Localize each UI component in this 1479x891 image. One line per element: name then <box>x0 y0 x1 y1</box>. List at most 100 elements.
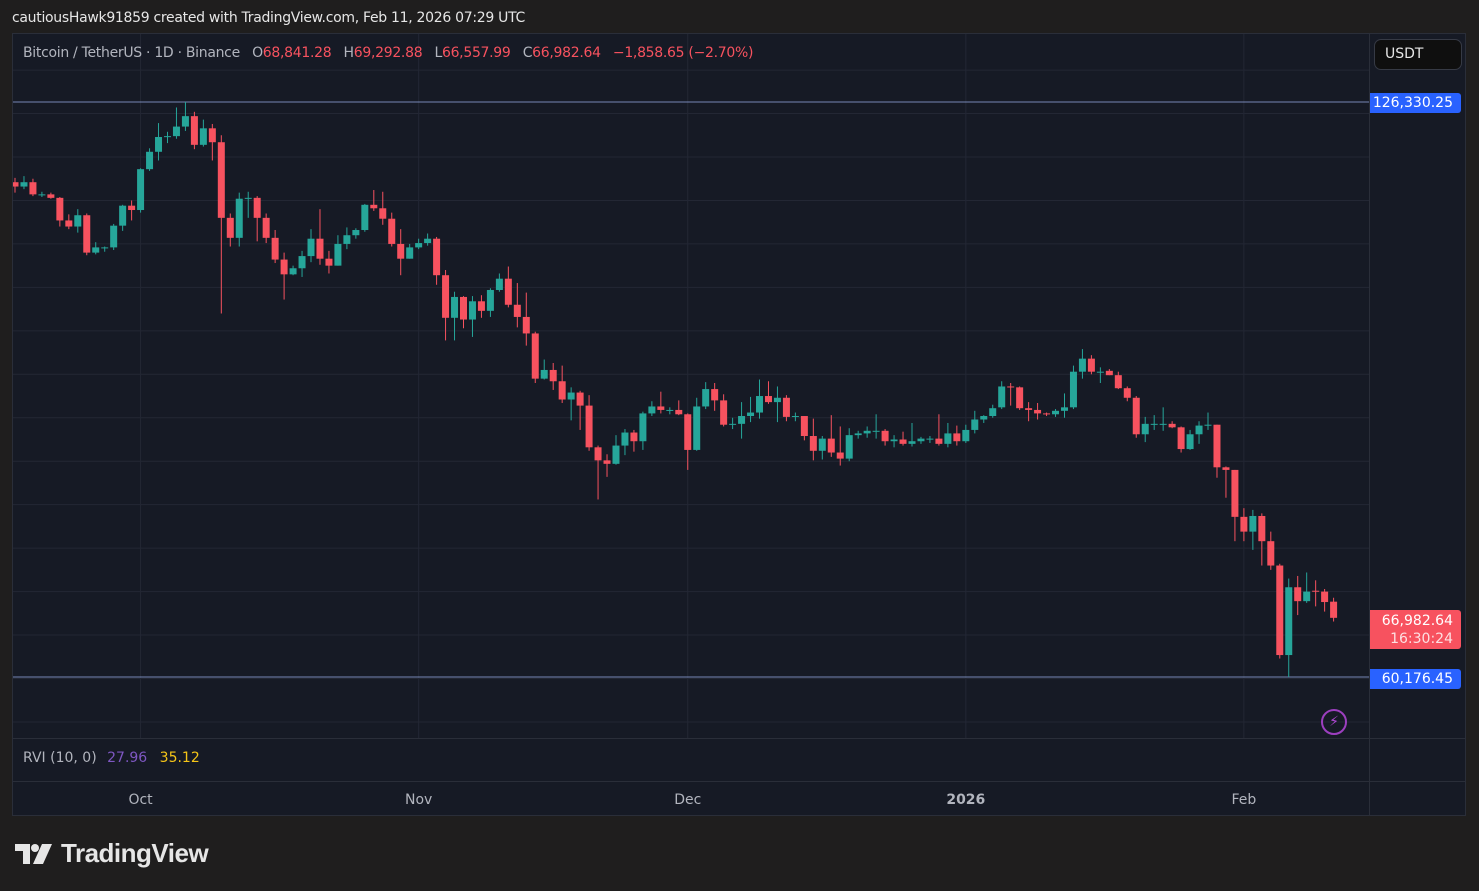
candle-down <box>836 452 844 459</box>
symbol-name[interactable]: Bitcoin / TetherUS · 1D · Binance <box>23 45 240 61</box>
candle-down <box>13 182 19 187</box>
time-tick-label: Nov <box>405 792 432 808</box>
low-line-price-label: 60,176.45 <box>1370 669 1461 689</box>
high-value: 69,292.88 <box>353 45 423 61</box>
candle-down <box>29 182 37 195</box>
candle-down <box>1132 397 1140 435</box>
candle-down <box>83 215 91 253</box>
candle-up <box>917 438 925 442</box>
chart-caption: cautiousHawk91859 created with TradingVi… <box>12 10 525 26</box>
candle-up <box>756 396 764 413</box>
candle-down <box>504 278 512 305</box>
candle-up <box>1159 423 1167 425</box>
candle-up <box>1060 407 1068 411</box>
candle-down <box>397 243 405 259</box>
candle-up <box>854 433 862 436</box>
time-tick-label: Feb <box>1231 792 1256 808</box>
price-axis-border <box>1369 34 1370 815</box>
candle-down <box>1240 516 1248 532</box>
indicator-pane-separator[interactable] <box>13 738 1465 739</box>
candle-up <box>773 397 781 403</box>
candle-up <box>567 392 575 400</box>
candle-up <box>1150 423 1158 425</box>
candle-up <box>738 416 746 424</box>
candle-down <box>585 405 593 448</box>
tradingview-logo-text: TradingView <box>61 838 209 868</box>
candle-up <box>621 432 629 446</box>
candle-down <box>1114 375 1122 389</box>
time-tick-label: Dec <box>674 792 701 808</box>
candle-down <box>1043 413 1051 415</box>
candle-down <box>253 197 261 218</box>
candle-up <box>406 247 414 259</box>
candle-up <box>989 408 997 417</box>
tradingview-logo-icon <box>15 843 52 864</box>
candle-down <box>1105 370 1113 376</box>
candle-up <box>172 126 180 137</box>
candle-up <box>468 301 476 320</box>
candle-up <box>540 369 548 379</box>
candle-down <box>56 197 64 221</box>
candle-down <box>379 208 387 219</box>
candle-up <box>307 238 315 257</box>
candle-down <box>1025 408 1033 410</box>
lightning-icon[interactable]: ⚡︎ <box>1321 709 1347 735</box>
currency-button[interactable]: USDT <box>1374 39 1462 70</box>
candle-up <box>74 215 82 227</box>
candle-down <box>1312 590 1320 592</box>
candle-down <box>128 205 136 211</box>
candle-down <box>460 296 467 320</box>
candle-up <box>971 419 979 430</box>
candle-up <box>863 430 871 434</box>
candle-down <box>881 430 889 442</box>
candle-down <box>262 217 270 238</box>
candle-up <box>137 169 145 211</box>
candle-up <box>747 412 755 417</box>
price-chart[interactable]: 55,000.0060,000.0065,000.0070,000.0075,0… <box>13 34 1369 816</box>
candle-down <box>325 258 333 266</box>
low-label: L <box>434 45 442 61</box>
candle-down <box>827 438 835 453</box>
candle-down <box>477 301 485 311</box>
candle-down <box>47 194 55 198</box>
candle-up <box>334 243 342 266</box>
candle-up <box>1303 591 1311 602</box>
time-axis-separator <box>13 781 1465 782</box>
candle-up <box>101 247 109 249</box>
time-tick-label: 2026 <box>946 792 985 808</box>
candle-down <box>1087 358 1095 372</box>
candle-up <box>998 386 1006 408</box>
candle-up <box>818 438 826 451</box>
open-label: O <box>252 45 263 61</box>
tradingview-logo[interactable]: TradingView <box>15 838 209 869</box>
candle-down <box>370 204 378 209</box>
candle-down <box>1213 424 1221 468</box>
candle-down <box>1168 423 1176 428</box>
candle-up <box>791 416 799 418</box>
candle-up <box>1052 410 1060 415</box>
candle-up <box>163 136 171 138</box>
last-price-label: 66,982.64 16:30:24 <box>1370 610 1461 649</box>
candle-down <box>217 142 225 218</box>
candle-down <box>1330 601 1338 618</box>
candle-up <box>119 205 127 226</box>
candle-down <box>809 436 817 451</box>
close-value: 66,982.64 <box>532 45 601 61</box>
candle-down <box>190 116 198 145</box>
candle-up <box>1096 371 1104 373</box>
high-line-price-label: 126,330.25 <box>1370 93 1461 113</box>
candle-up <box>944 433 952 444</box>
candle-down <box>65 220 73 227</box>
low-value: 66,557.99 <box>441 45 511 61</box>
candle-up <box>639 413 647 442</box>
candle-down <box>531 333 539 379</box>
rvi-name[interactable]: RVI (10, 0) <box>23 750 97 766</box>
candle-up <box>289 268 297 275</box>
candle-down <box>675 409 683 415</box>
candle-up <box>962 429 970 442</box>
candle-down <box>1258 515 1266 542</box>
candle-down <box>935 438 943 444</box>
candle-up <box>199 128 207 145</box>
candle-up <box>20 182 28 187</box>
candle-up <box>612 445 620 464</box>
